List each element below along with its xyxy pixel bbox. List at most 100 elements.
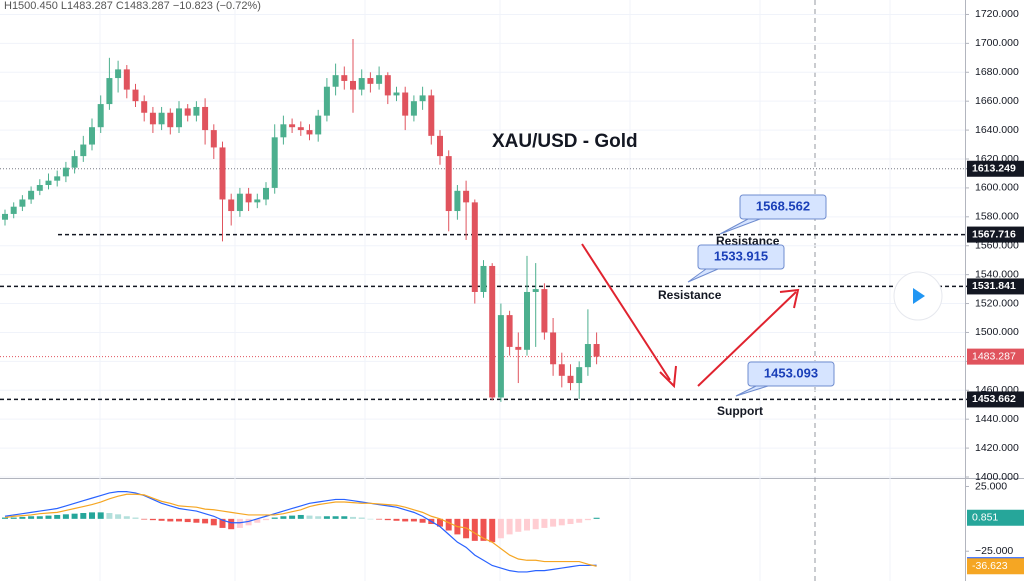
histogram-bar	[202, 518, 209, 524]
value-badge-label: -36.623	[972, 560, 1008, 572]
last-price-badge	[967, 348, 1024, 365]
candle-body	[10, 206, 17, 214]
candle-body	[506, 315, 513, 347]
histogram-bar	[167, 518, 174, 522]
candle-body	[176, 108, 182, 128]
histogram-bar	[36, 516, 43, 519]
level-label: 1531.841	[972, 280, 1016, 292]
candle-body	[228, 199, 235, 212]
y-tick-label: 1640.000	[975, 124, 1019, 136]
candle-body	[254, 199, 261, 203]
histogram-bar	[97, 512, 104, 519]
histogram-bar	[219, 518, 226, 528]
y-tick-label: 1440.000	[975, 413, 1019, 425]
callout-label: Resistance	[658, 288, 722, 302]
candle-body	[437, 135, 443, 157]
candle-body	[576, 367, 583, 384]
histogram-bar	[228, 518, 235, 530]
histogram-bar	[80, 513, 87, 519]
histogram-bar	[437, 518, 443, 527]
level-badge	[967, 160, 1024, 177]
last-price-label: 1483.287	[972, 350, 1016, 362]
callout-pointer	[687, 268, 719, 283]
candle-body	[384, 75, 391, 96]
candle-body	[419, 95, 426, 102]
candles	[2, 39, 600, 402]
annotations: 1568.562Resistance1533.915Resistance1453…	[658, 194, 835, 418]
histogram-bar	[271, 517, 278, 519]
candle-body	[62, 167, 69, 177]
histogram-bar	[106, 513, 113, 519]
histogram-bar	[558, 518, 565, 526]
candle-body	[541, 289, 548, 333]
arrow-down	[581, 243, 671, 381]
candle-body	[567, 375, 574, 384]
candle-body	[149, 112, 156, 125]
histogram-bar	[149, 518, 156, 521]
histogram-bar	[323, 516, 330, 519]
candle-body	[89, 127, 95, 145]
indicator-line	[4, 491, 597, 573]
candle-body	[97, 104, 104, 128]
level-badge	[967, 391, 1024, 408]
indicator-line	[4, 493, 597, 567]
callout-box	[747, 361, 835, 387]
histogram-bar	[576, 518, 583, 523]
histogram-bar	[384, 518, 391, 521]
y-tick-label: 1700.000	[975, 37, 1019, 49]
callout-value: 1568.562	[756, 198, 810, 213]
candle-body	[19, 199, 26, 207]
histogram-bar	[123, 516, 130, 519]
histogram-bar	[332, 516, 339, 519]
histogram-bar	[471, 518, 478, 541]
candle-body	[323, 86, 330, 116]
histogram-bar	[532, 518, 539, 530]
candle-body	[358, 78, 365, 90]
candle-body	[193, 106, 200, 116]
candle-body	[350, 80, 356, 90]
candle-body	[123, 69, 130, 90]
y-tick-label: 1520.000	[975, 297, 1019, 309]
histogram-bar	[515, 518, 522, 532]
candle-body	[480, 265, 487, 292]
arrow-head	[779, 288, 800, 309]
candle-body	[106, 78, 113, 105]
candle-body	[28, 190, 35, 200]
candle-body	[306, 130, 313, 135]
histogram-bar	[89, 512, 95, 519]
candle-body	[402, 92, 409, 116]
histogram-bar	[393, 518, 400, 521]
candle-body	[54, 176, 61, 181]
grid	[0, 0, 965, 581]
candle-body	[376, 75, 383, 84]
y-tick-label: 1600.000	[975, 182, 1019, 194]
histogram-bar	[10, 517, 17, 519]
y-tick-label: 1580.000	[975, 211, 1019, 223]
candle-body	[141, 101, 148, 113]
y-tick-label: 1400.000	[975, 471, 1019, 483]
candle-body	[428, 95, 435, 136]
callout-pointer	[735, 385, 769, 397]
candle-body	[558, 364, 565, 376]
candle-body	[532, 289, 539, 292]
callout-pointer	[719, 218, 761, 235]
histogram-bar	[132, 517, 139, 519]
histogram-bar	[236, 518, 243, 528]
histogram-bar	[158, 518, 165, 521]
histogram-bar	[367, 518, 374, 520]
histogram-bar	[567, 518, 574, 525]
histogram-bar	[358, 517, 365, 519]
y-tick-label: 1660.000	[975, 95, 1019, 107]
candle-body	[36, 185, 43, 191]
histogram-bar	[45, 515, 52, 519]
candle-body	[332, 75, 339, 87]
candle-body	[210, 130, 217, 148]
histogram-bar	[341, 516, 348, 519]
callout-box	[739, 194, 827, 220]
level-badge	[967, 226, 1024, 243]
histogram-bar	[445, 518, 452, 531]
y-tick-label: 1500.000	[975, 326, 1019, 338]
histogram-bar	[410, 518, 417, 522]
candle-body	[454, 190, 461, 212]
histogram-bar	[141, 518, 148, 520]
